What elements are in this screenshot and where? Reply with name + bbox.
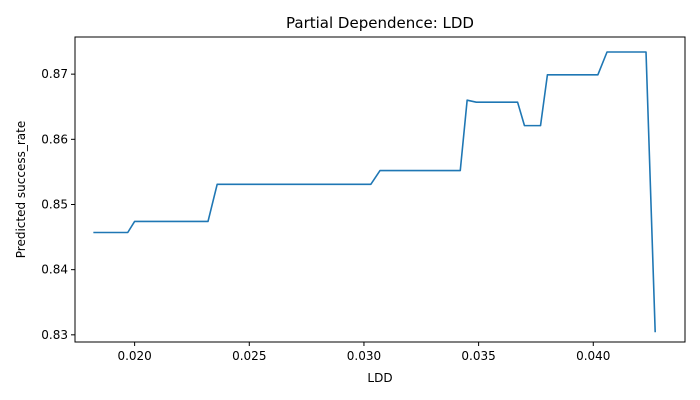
y-tick-label: 0.84 bbox=[41, 263, 68, 277]
x-tick-label: 0.025 bbox=[232, 349, 266, 363]
data-point bbox=[517, 101, 519, 103]
data-point bbox=[466, 99, 468, 101]
x-tick-label: 0.020 bbox=[117, 349, 151, 363]
data-point bbox=[597, 74, 599, 76]
chart-title: Partial Dependence: LDD bbox=[286, 14, 474, 32]
x-tick-label: 0.030 bbox=[347, 349, 381, 363]
x-tick-label: 0.035 bbox=[461, 349, 495, 363]
plot-area: 0.020 0.025 0.030 0.035 0.040 0.83 0.84 0.85 0.8… bbox=[41, 51, 656, 363]
data-point bbox=[476, 101, 478, 103]
series-line bbox=[93, 51, 656, 333]
data-point bbox=[207, 221, 209, 223]
data-point bbox=[370, 183, 372, 185]
x-axis-label: LDD bbox=[367, 371, 392, 385]
data-point bbox=[379, 170, 381, 172]
data-point bbox=[654, 331, 656, 333]
data-point bbox=[134, 221, 136, 223]
data-point bbox=[645, 51, 647, 53]
y-tick-label: 0.83 bbox=[41, 328, 68, 342]
y-tick-label: 0.85 bbox=[41, 197, 68, 211]
data-point bbox=[606, 51, 608, 53]
data-point bbox=[216, 183, 218, 185]
y-tick-label: 0.87 bbox=[41, 67, 68, 81]
x-tick-label: 0.040 bbox=[576, 349, 610, 363]
y-axis-label: Predicted success_rate bbox=[14, 121, 28, 258]
data-point bbox=[127, 232, 129, 234]
data-point bbox=[93, 232, 95, 234]
axes-frame bbox=[74, 36, 686, 343]
data-point bbox=[524, 125, 526, 127]
data-point bbox=[547, 74, 549, 76]
y-tick-label: 0.86 bbox=[41, 132, 68, 146]
data-point bbox=[459, 170, 461, 172]
data-point bbox=[540, 125, 542, 127]
